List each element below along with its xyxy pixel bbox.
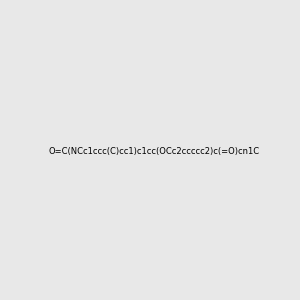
Text: O=C(NCc1ccc(C)cc1)c1cc(OCc2ccccc2)c(=O)cn1C: O=C(NCc1ccc(C)cc1)c1cc(OCc2ccccc2)c(=O)c… — [48, 147, 259, 156]
